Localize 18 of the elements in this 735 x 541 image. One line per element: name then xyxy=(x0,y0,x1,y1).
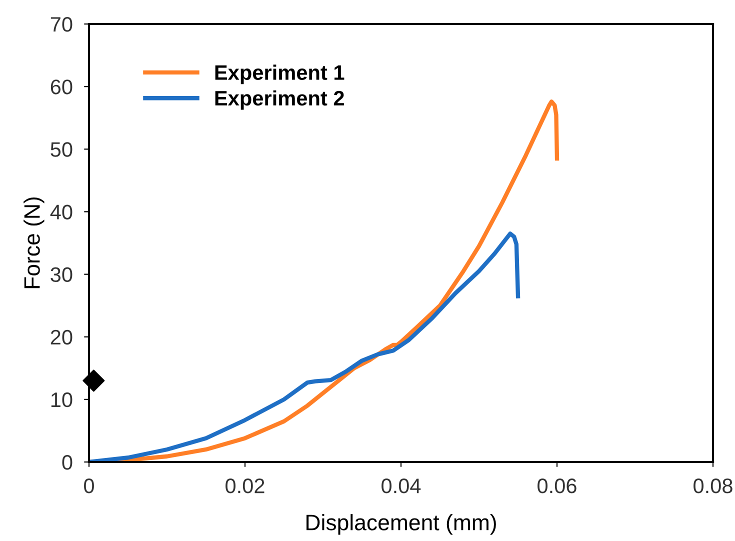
legend-label: Experiment 1 xyxy=(215,64,344,84)
y-tick-label: 10 xyxy=(51,392,72,408)
y-tick-label: 20 xyxy=(50,330,72,345)
y-tick-label: 40 xyxy=(50,204,72,220)
y-tick-label: 30 xyxy=(50,267,72,282)
x-tick-label: 0.04 xyxy=(382,478,421,494)
x-tick-label: 0.02 xyxy=(226,478,264,494)
y-axis-title: Force (N) xyxy=(24,197,44,288)
y-tick-label: 0 xyxy=(62,455,72,470)
x-tick-label: 0.08 xyxy=(694,478,732,494)
x-tick-label: 0.06 xyxy=(538,478,576,494)
line-series xyxy=(89,232,520,462)
x-axis-title: Displacement (mm) xyxy=(306,514,496,535)
legend-label: Experiment 2 xyxy=(215,90,344,110)
y-tick-label: 70 xyxy=(50,17,72,32)
y-tick-label: 60 xyxy=(50,80,72,94)
x-tick-label: 0 xyxy=(84,478,94,494)
y-tick-label: 50 xyxy=(50,142,72,157)
